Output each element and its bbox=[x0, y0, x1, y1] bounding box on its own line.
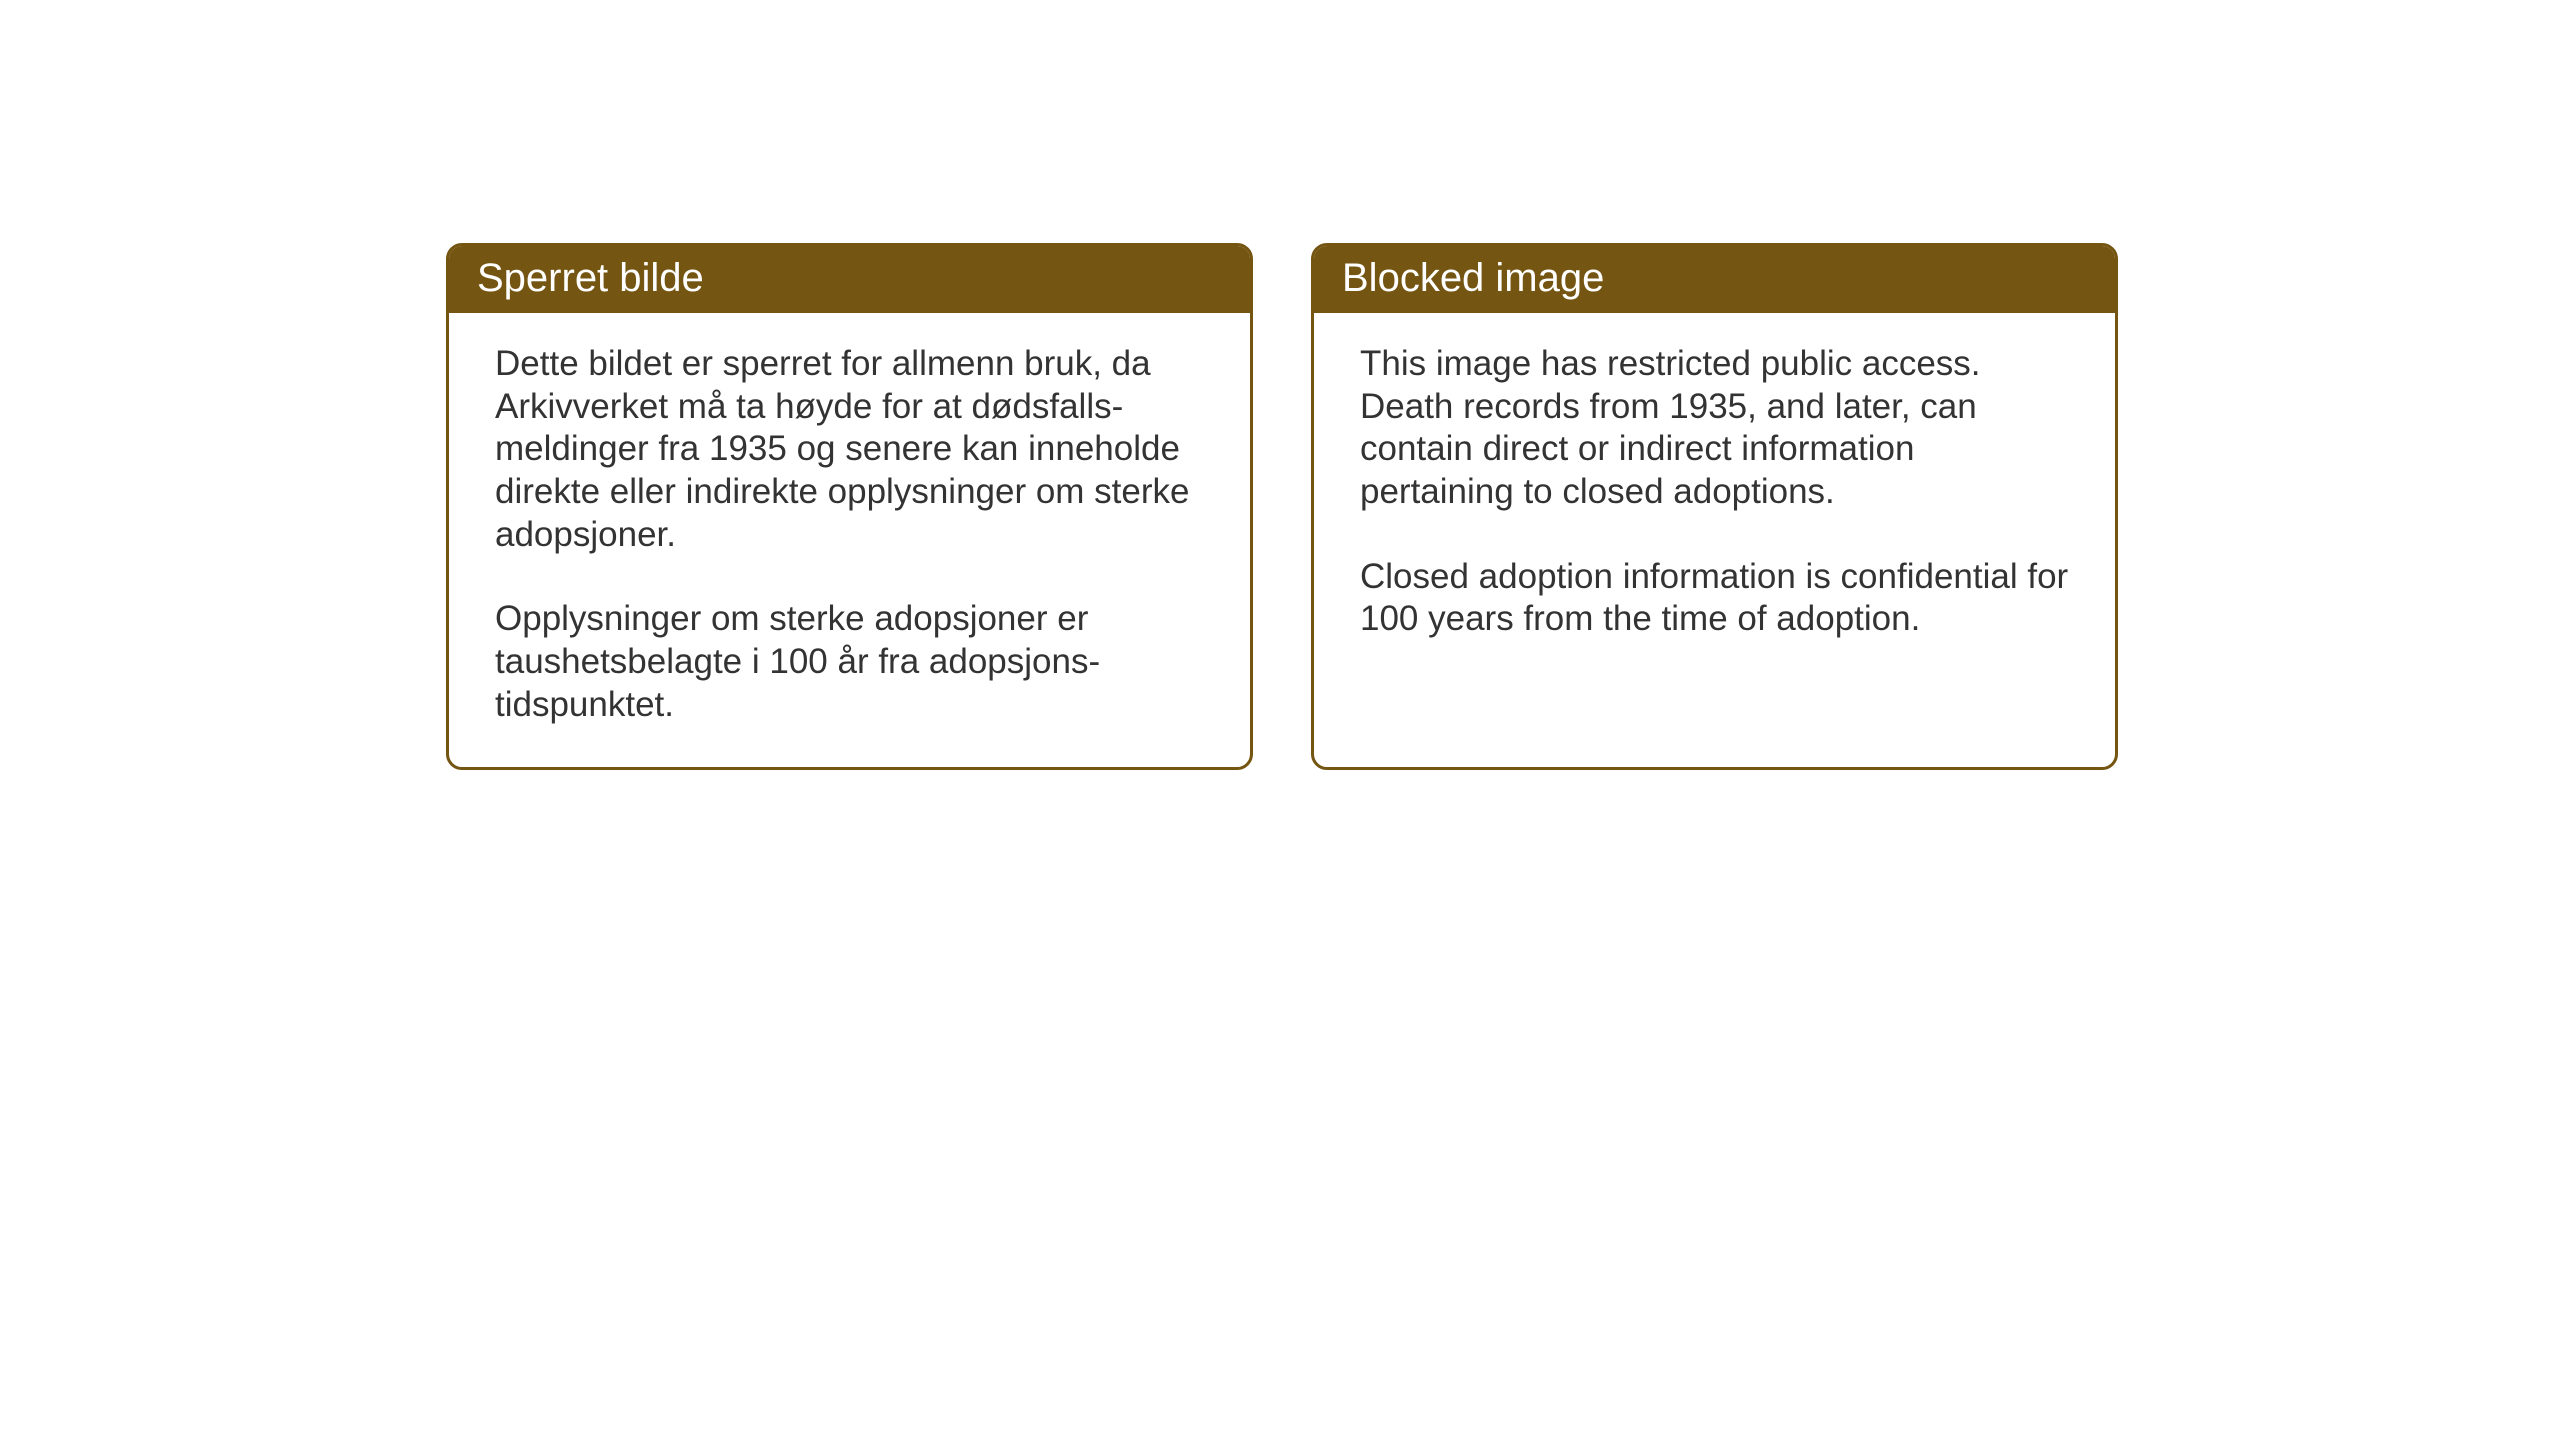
card-body-norwegian: Dette bildet er sperret for allmenn bruk… bbox=[449, 313, 1250, 767]
card-title-english: Blocked image bbox=[1342, 256, 1604, 300]
card-paragraph-english-2: Closed adoption information is confident… bbox=[1360, 556, 2075, 641]
notice-card-norwegian: Sperret bilde Dette bildet er sperret fo… bbox=[446, 243, 1253, 770]
notice-card-english: Blocked image This image has restricted … bbox=[1311, 243, 2118, 770]
card-paragraph-norwegian-2: Opplysninger om sterke adopsjoner er tau… bbox=[495, 598, 1210, 726]
card-title-norwegian: Sperret bilde bbox=[477, 256, 704, 300]
card-paragraph-english-1: This image has restricted public access.… bbox=[1360, 343, 2075, 514]
card-header-norwegian: Sperret bilde bbox=[449, 246, 1250, 313]
card-paragraph-norwegian-1: Dette bildet er sperret for allmenn bruk… bbox=[495, 343, 1210, 556]
card-header-english: Blocked image bbox=[1314, 246, 2115, 313]
notice-container: Sperret bilde Dette bildet er sperret fo… bbox=[446, 243, 2118, 770]
card-body-english: This image has restricted public access.… bbox=[1314, 313, 2115, 733]
